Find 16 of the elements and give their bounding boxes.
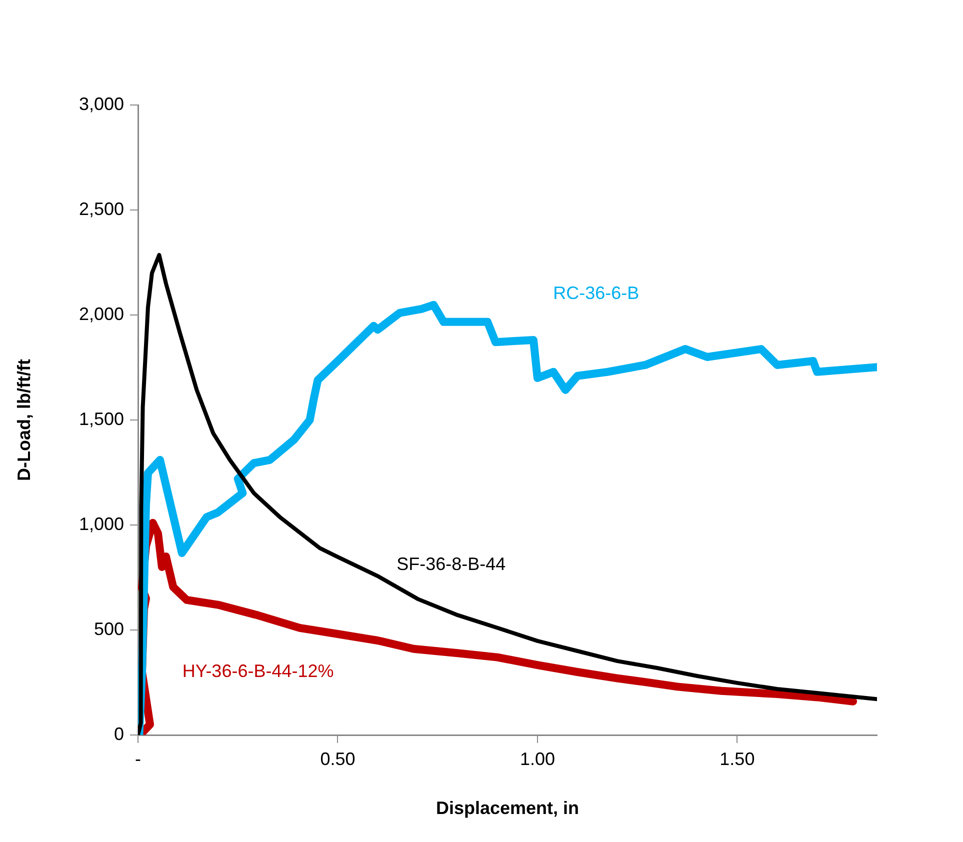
y-tick-label: 1,000 (78, 514, 124, 534)
x-tick-label: - (135, 748, 141, 769)
text: RC-36-6-B (553, 282, 640, 303)
y-tick-label: 500 (94, 618, 124, 639)
y-tick-label: 2,500 (78, 198, 124, 219)
y-tick-label: 2,000 (78, 304, 124, 324)
x-tick-label: 1.00 (520, 748, 555, 769)
y-axis-title: D-Load, lb/ft/ft (14, 359, 34, 481)
series-label: SF-36-8-B-44 (396, 554, 506, 574)
x-tick-label: 0.50 (320, 748, 356, 769)
y-tick-label: 1,500 (78, 408, 124, 429)
x-tick-label: 1.50 (720, 748, 755, 769)
y-tick-label: 3,000 (78, 94, 124, 114)
series-label: HY-36-6-B-44-12% (182, 660, 334, 681)
y-tick-label: 0 (114, 724, 124, 744)
x-axis-title: Displacement, in (436, 798, 580, 818)
